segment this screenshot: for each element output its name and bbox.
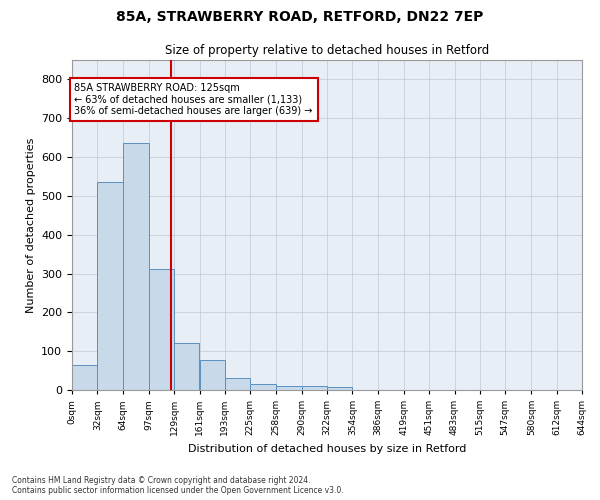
Title: Size of property relative to detached houses in Retford: Size of property relative to detached ho… [165, 44, 489, 58]
Bar [72, 365, 97, 390]
Bar [225, 378, 250, 390]
Bar [302, 386, 327, 390]
Bar [174, 344, 199, 390]
Y-axis label: Number of detached properties: Number of detached properties [26, 138, 35, 312]
Bar [277, 386, 302, 390]
X-axis label: Distribution of detached houses by size in Retford: Distribution of detached houses by size … [188, 444, 466, 454]
Bar [149, 269, 174, 390]
Bar [122, 144, 149, 390]
Bar [250, 384, 277, 390]
Bar [199, 360, 225, 390]
Text: 85A STRAWBERRY ROAD: 125sqm
← 63% of detached houses are smaller (1,133)
36% of : 85A STRAWBERRY ROAD: 125sqm ← 63% of det… [74, 84, 313, 116]
Bar [97, 182, 122, 390]
Text: Contains HM Land Registry data © Crown copyright and database right 2024.
Contai: Contains HM Land Registry data © Crown c… [12, 476, 344, 495]
Bar [327, 387, 352, 390]
Text: 85A, STRAWBERRY ROAD, RETFORD, DN22 7EP: 85A, STRAWBERRY ROAD, RETFORD, DN22 7EP [116, 10, 484, 24]
